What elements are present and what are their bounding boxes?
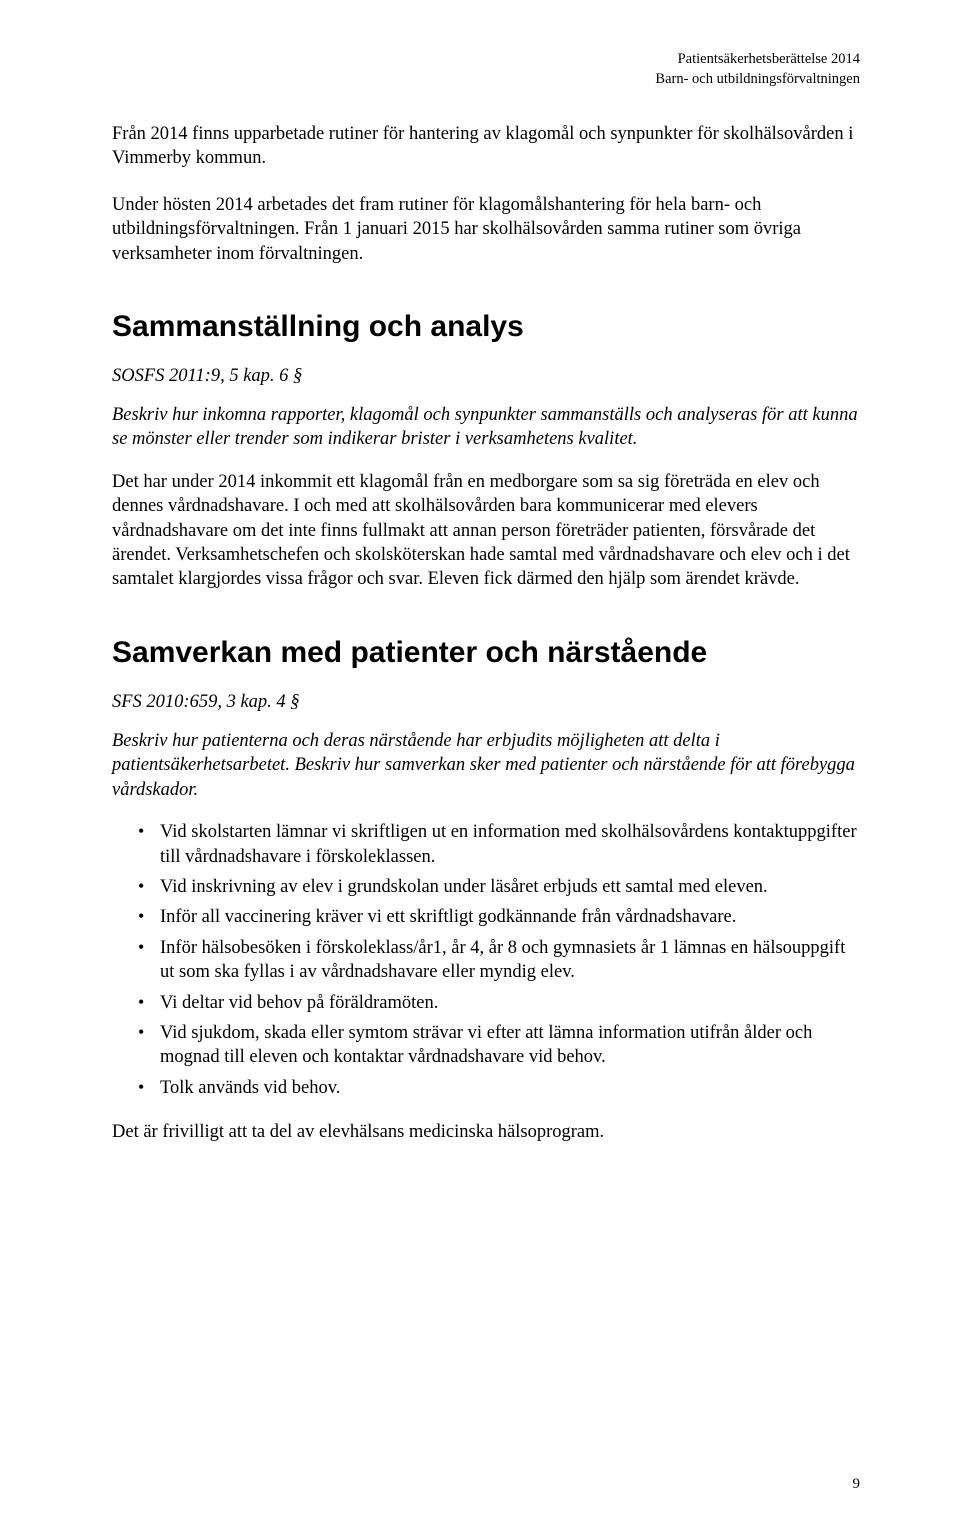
header-line-1: Patientsäkerhetsberättelse 2014 [655,50,860,70]
section2-closing: Det är frivilligt att ta del av elevhäls… [112,1120,860,1144]
list-item: Tolk används vid behov. [138,1076,860,1100]
list-item: Vi deltar vid behov på föräldramöten. [138,991,860,1015]
page-number: 9 [853,1476,861,1493]
section2-reference: SFS 2010:659, 3 kap. 4 § [112,692,860,713]
intro-paragraph-2: Under hösten 2014 arbetades det fram rut… [112,193,860,266]
section1-reference: SOSFS 2011:9, 5 kap. 6 § [112,366,860,387]
intro-paragraph-1: Från 2014 finns upparbetade rutiner för … [112,122,860,171]
list-item: Vid skolstarten lämnar vi skriftligen ut… [138,820,860,869]
document-page: Patientsäkerhetsberättelse 2014 Barn- oc… [0,0,960,1527]
header-line-2: Barn- och utbildningsförvaltningen [655,70,860,90]
section-heading-samverkan: Samverkan med patienter och närstående [112,636,860,670]
list-item: Vid sjukdom, skada eller symtom strävar … [138,1021,860,1070]
section2-bullet-list: Vid skolstarten lämnar vi skriftligen ut… [112,820,860,1100]
section1-description: Beskriv hur inkomna rapporter, klagomål … [112,403,860,452]
list-item: Inför hälsobesöken i förskoleklass/år1, … [138,936,860,985]
section-heading-sammanstallning: Sammanställning och analys [112,310,860,344]
list-item: Inför all vaccinering kräver vi ett skri… [138,905,860,929]
section2-description: Beskriv hur patienterna och deras närstå… [112,729,860,802]
list-item: Vid inskrivning av elev i grundskolan un… [138,875,860,899]
page-header: Patientsäkerhetsberättelse 2014 Barn- oc… [655,50,860,89]
section1-body: Det har under 2014 inkommit ett klagomål… [112,470,860,592]
